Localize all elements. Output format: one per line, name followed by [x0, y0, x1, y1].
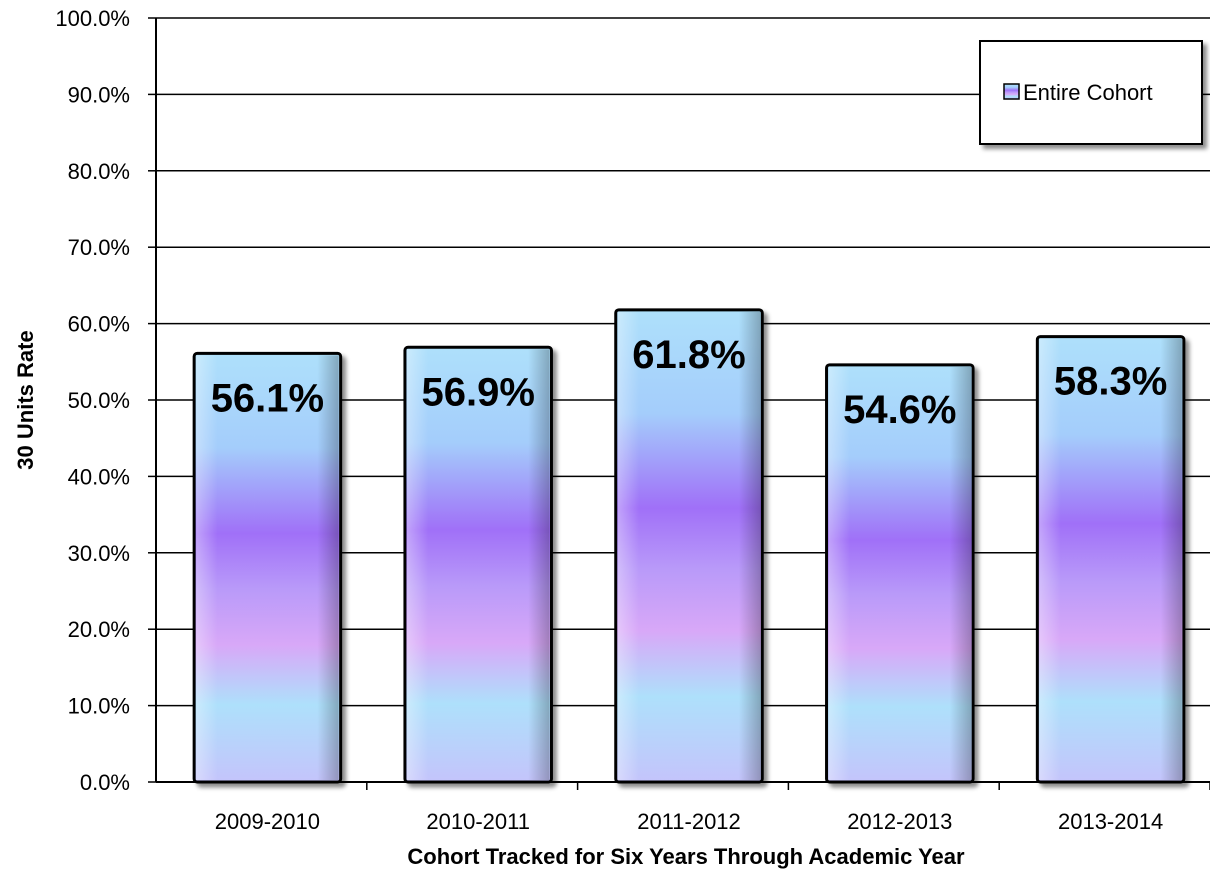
data-label: 61.8% [632, 333, 745, 377]
y-tick-label: 0.0% [80, 770, 130, 795]
x-axis-category-labels: 2009-2010 2010-2011 2011-2012 2012-2013 2013… [215, 782, 1210, 834]
y-axis-title: 30 Units Rate [13, 330, 38, 469]
x-category-label: 2011-2012 [637, 809, 741, 834]
bar-group: 54.6% [825, 363, 975, 784]
data-label: 56.1% [211, 376, 324, 420]
x-category-label: 2009-2010 [215, 809, 320, 834]
x-category-label: 2012-2013 [847, 809, 952, 834]
y-axis-tick-labels: 0.0% 10.0% 20.0% 30.0% 40.0% 50.0% 60.0% 70.0% 8… [55, 6, 156, 795]
y-tick-label: 30.0% [68, 541, 130, 566]
data-label: 54.6% [843, 388, 956, 432]
bar-sheen [828, 366, 972, 780]
data-label: 58.3% [1054, 360, 1167, 404]
y-tick-label: 60.0% [68, 312, 130, 337]
legend-entry-label: Entire Cohort [1023, 80, 1153, 105]
x-category-label: 2013-2014 [1058, 809, 1163, 834]
y-tick-label: 40.0% [68, 464, 130, 489]
bar-group: 61.8% [614, 308, 764, 784]
bar-sheen [196, 355, 339, 780]
y-tick-label: 70.0% [68, 235, 130, 260]
legend: Entire Cohort [979, 40, 1203, 145]
x-category-label: 2010-2011 [426, 809, 530, 834]
y-tick-label: 80.0% [68, 159, 130, 184]
y-tick-label: 100.0% [55, 6, 130, 31]
data-label: 56.9% [421, 370, 534, 414]
bar-sheen [1039, 338, 1182, 780]
legend-swatch [1003, 83, 1020, 100]
bar-group: 58.3% [1035, 335, 1186, 784]
axes [155, 18, 1210, 783]
y-tick-label: 20.0% [68, 617, 130, 642]
bar-sheen [406, 349, 550, 780]
bar-group: 56.9% [403, 345, 553, 784]
y-tick-label: 10.0% [68, 694, 130, 719]
bar-group: 56.1% [192, 351, 343, 784]
y-tick-label: 90.0% [68, 82, 130, 107]
y-tick-label: 50.0% [68, 388, 130, 413]
x-axis-title: Cohort Tracked for Six Years Through Aca… [407, 844, 965, 869]
bar-sheen [617, 311, 761, 780]
bars: 56.1% 56.9% 61.8% 54.6% 58.3% [192, 308, 1186, 784]
